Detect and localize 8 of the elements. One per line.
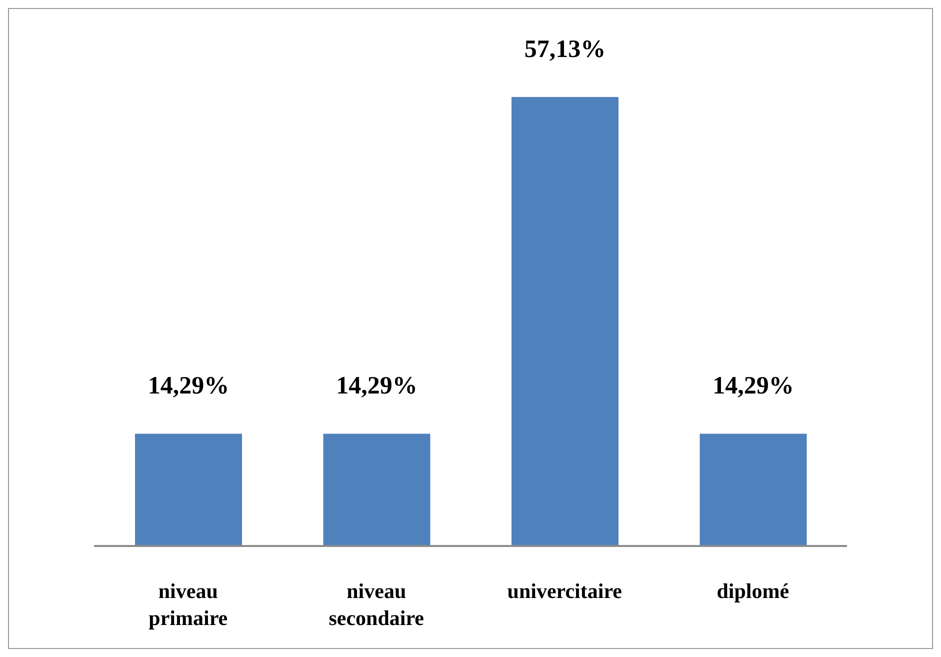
x-tick-label: niveau secondaire xyxy=(328,579,424,630)
x-tick-label: niveau primaire xyxy=(148,579,228,630)
data-label: 14,29% xyxy=(148,372,230,400)
data-label: 57,13% xyxy=(524,36,606,63)
x-tick-label: univercitaire xyxy=(507,579,622,603)
x-tick-label: diplomé xyxy=(716,579,790,603)
data-label: 14,29% xyxy=(336,372,418,400)
data-label: 14,29% xyxy=(712,372,794,400)
